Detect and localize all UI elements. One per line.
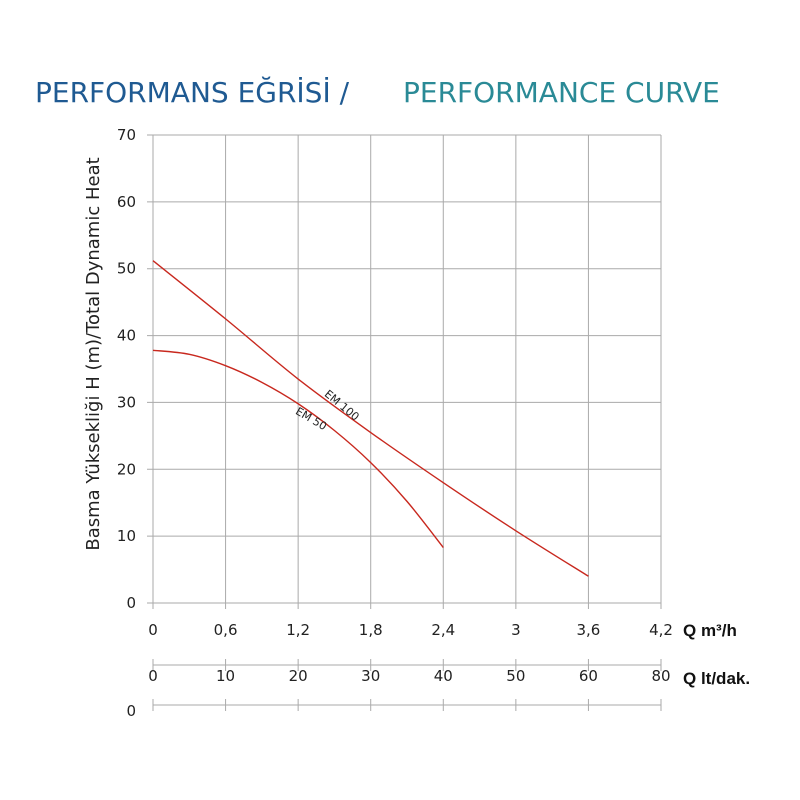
axis3-tick-label: 0 (126, 702, 136, 720)
chart-grid (147, 134, 662, 609)
curve-label-em-100: EM 100 (322, 387, 362, 423)
x2-tick-label: 60 (579, 667, 598, 685)
y-axis-label: Basma Yüksekliği H (m)/Total Dynamic Hea… (83, 157, 104, 550)
x2-tick-label: 0 (148, 667, 158, 685)
x-tick-label: 4,2 (649, 621, 673, 639)
y-tick-label: 10 (117, 527, 136, 545)
y-tick-label: 70 (117, 126, 136, 144)
x-tick-label: 1,2 (286, 621, 310, 639)
y-tick-label: 60 (117, 193, 136, 211)
y-tick-label: 50 (117, 260, 136, 278)
x2-tick-label: 10 (216, 667, 235, 685)
x2-tick-label: 40 (434, 667, 453, 685)
chart-curves (152, 260, 589, 577)
x-tick-label: 3 (511, 621, 521, 639)
x-tick-label: 0 (148, 621, 158, 639)
x-tick-label: 3,6 (576, 621, 600, 639)
y-tick-label: 30 (117, 393, 136, 411)
x-tick-label: 2,4 (431, 621, 455, 639)
chart-title-tr: PERFORMANS EĞRİSİ / (35, 76, 350, 109)
x2-axis-unit-label: Q lt/dak. (683, 669, 750, 688)
x-axis-unit-label: Q m³/h (683, 621, 737, 640)
x2-tick-label: 80 (651, 667, 670, 685)
x2-tick-label: 30 (361, 667, 380, 685)
y-tick-label: 0 (126, 594, 136, 612)
chart-axes (152, 659, 662, 711)
x2-tick-label: 20 (289, 667, 308, 685)
x-tick-label: 1,8 (359, 621, 383, 639)
chart-title-en: PERFORMANCE CURVE (403, 76, 720, 109)
x-tick-label: 0,6 (214, 621, 238, 639)
x2-tick-label: 50 (506, 667, 525, 685)
curve-em-100 (152, 260, 589, 577)
y-tick-label: 40 (117, 327, 136, 345)
y-tick-label: 20 (117, 460, 136, 478)
curve-em-50 (152, 349, 444, 548)
